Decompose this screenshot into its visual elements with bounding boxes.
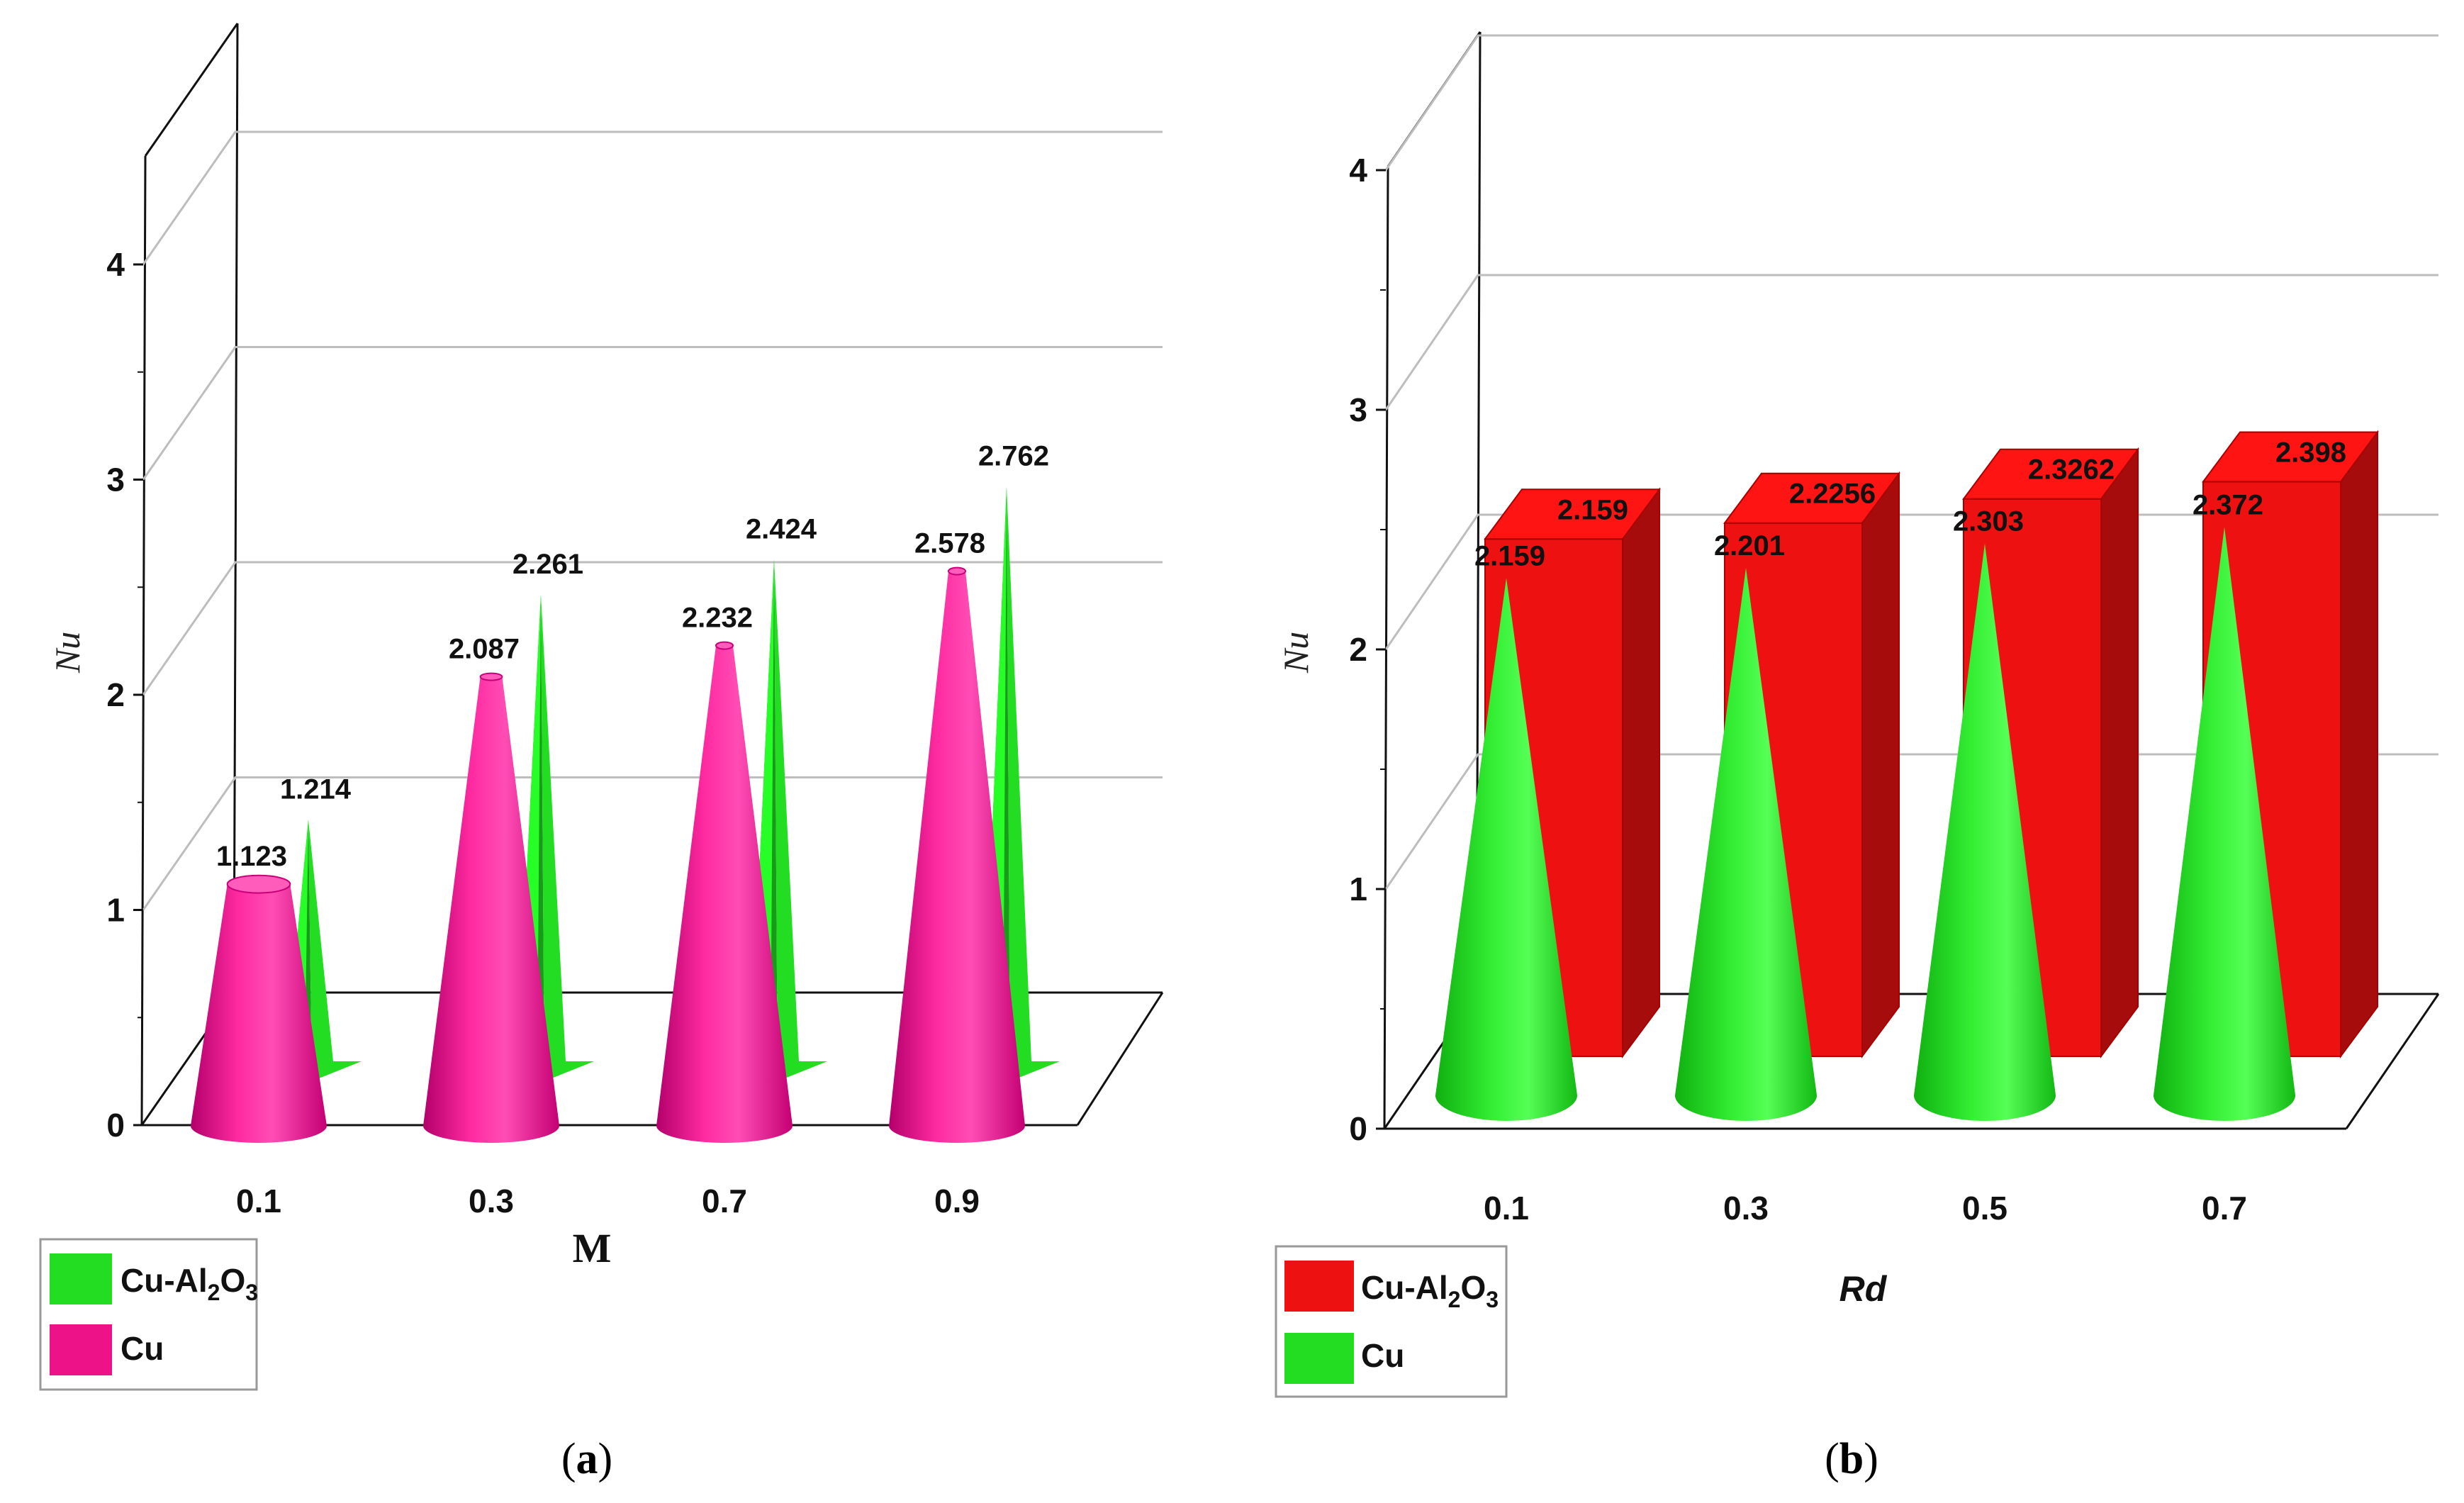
data-label: 2.372	[2193, 489, 2263, 520]
y-tick-label: 0	[1349, 1110, 1367, 1147]
legend-swatch	[50, 1253, 112, 1304]
pyramid-right-face	[541, 594, 594, 1081]
data-label: 2.261	[513, 549, 583, 580]
cone-body	[656, 645, 793, 1143]
data-label: 2.2256	[1789, 479, 1876, 510]
cone-bar	[191, 874, 327, 1143]
data-label: 2.424	[746, 513, 817, 544]
data-label: 2.398	[2275, 437, 2346, 468]
panel-a-x-axis-label: M	[573, 1225, 612, 1271]
cone-bar	[1435, 578, 1577, 1121]
panel-a-y-ticks: 0 1 2 3 4	[106, 246, 143, 1144]
legend-entry: Cu	[1361, 1337, 1404, 1374]
cone-top	[479, 672, 503, 681]
box-top-face	[2202, 431, 2379, 483]
y-tick-label: 3	[1349, 391, 1367, 428]
panel-a-x-ticks: 0.1 0.3 0.7 0.9	[236, 1183, 980, 1219]
y-tick-label: 0	[106, 1107, 125, 1144]
panel-b-y-ticks: 0 1 2 3 4	[1349, 152, 1386, 1147]
cone-bar	[1914, 543, 2056, 1121]
legend-swatch	[1284, 1261, 1354, 1312]
box-side-face	[2100, 447, 2139, 1059]
pyramid-right-face	[308, 820, 362, 1081]
cone-top	[948, 566, 966, 576]
x-tick-label: 0.1	[1484, 1190, 1529, 1227]
y-tick-label: 2	[1349, 631, 1367, 668]
panel-b-x-axis-label: Rd	[1839, 1269, 1888, 1309]
box-top-face	[1723, 472, 1900, 524]
panel-b-legend: Cu-Al2O3 Cu	[1275, 1245, 1508, 1398]
gridline	[142, 346, 1163, 481]
x-tick-label: 0.3	[469, 1183, 514, 1219]
box-side-face	[1861, 471, 1900, 1059]
cone-top	[226, 874, 291, 894]
panel-b-marks: 2.159 2.2256 2.3262 2.398 2.159 2.201 2.303 2.3…	[1435, 430, 2379, 1121]
y-tick-label: 4	[1349, 152, 1367, 189]
panel-a-gridlines	[142, 130, 1163, 911]
cone-bar	[2154, 527, 2295, 1121]
cone-bar	[423, 672, 559, 1143]
gridline	[142, 561, 1163, 695]
data-label: 2.201	[1714, 530, 1785, 561]
gridline	[142, 130, 1163, 265]
data-label: 1.214	[280, 774, 352, 805]
panel-a-legend: Cu-Al2O3 Cu	[39, 1238, 258, 1391]
gridline	[142, 776, 1163, 911]
cone-bar	[656, 641, 793, 1143]
data-label: 2.578	[914, 528, 985, 559]
legend-entry: Cu	[121, 1330, 164, 1367]
data-label: 2.087	[449, 634, 520, 665]
legend-entry: Cu-Al2O3	[121, 1262, 258, 1305]
cone-bar	[1675, 568, 1817, 1121]
cone-body	[191, 884, 327, 1143]
panel-b-x-ticks: 0.1 0.3 0.5 0.7	[1484, 1190, 2247, 1227]
cone-bar	[889, 566, 1025, 1143]
legend-entry: Cu-Al2O3	[1361, 1269, 1499, 1312]
x-tick-label: 0.7	[2202, 1190, 2247, 1227]
panel-a-marks: 1.214 2.261 2.424 2.762 1.123 2.087 2.232 2.578	[191, 441, 1060, 1143]
x-tick-label: 0.1	[236, 1183, 281, 1219]
cone-body	[889, 571, 1025, 1143]
data-label: 1.123	[216, 841, 287, 872]
y-tick-label: 1	[1349, 871, 1367, 907]
gridline	[1384, 274, 2438, 410]
panel-a-caption: (a)	[561, 1435, 612, 1483]
y-tick-label: 3	[106, 462, 125, 498]
panel-a: 0 1 2 3 4 1.214 2.261 2.424 2.762 1.123 2.087 2.23…	[39, 23, 1164, 1483]
pyramid-right-face	[774, 559, 827, 1081]
cone-top	[715, 641, 734, 650]
x-tick-label: 0.3	[1723, 1190, 1769, 1227]
x-tick-label: 0.9	[934, 1183, 980, 1219]
cone-body	[1435, 578, 1577, 1121]
legend-swatch	[50, 1324, 112, 1375]
legend-swatch	[1284, 1333, 1354, 1384]
cone-body	[423, 676, 559, 1143]
data-label: 2.232	[682, 603, 753, 634]
panel-a-y-axis-label: Nu	[47, 632, 87, 674]
x-tick-label: 0.5	[1962, 1190, 2007, 1227]
data-label: 2.762	[978, 441, 1049, 472]
cone-body	[2154, 527, 2295, 1121]
box-side-face	[2340, 430, 2378, 1059]
panel-b-y-axis-label: Nu	[1276, 632, 1316, 674]
data-label: 2.303	[1953, 506, 2024, 537]
box-top-face	[1484, 488, 1661, 540]
box-top-face	[1962, 448, 2139, 500]
box-side-face	[1622, 487, 1660, 1059]
data-label: 2.3262	[2028, 454, 2115, 486]
y-tick-label: 1	[106, 892, 125, 929]
cone-body	[1914, 543, 2056, 1121]
panel-b-caption: (b)	[1825, 1435, 1878, 1483]
cone-body	[1675, 568, 1817, 1121]
data-label: 2.159	[1474, 540, 1545, 571]
pyramid-right-face	[1007, 486, 1060, 1081]
gridline	[1384, 34, 2438, 171]
y-tick-label: 4	[106, 246, 125, 283]
x-tick-label: 0.7	[702, 1183, 747, 1219]
data-label: 2.159	[1557, 494, 1628, 525]
y-tick-label: 2	[106, 676, 125, 713]
